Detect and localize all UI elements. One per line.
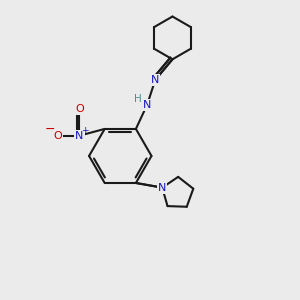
Text: N: N — [151, 75, 160, 85]
Text: N: N — [158, 183, 166, 193]
Text: −: − — [45, 123, 56, 136]
Text: H: H — [134, 94, 142, 104]
Text: +: + — [81, 126, 88, 135]
Text: N: N — [158, 183, 166, 193]
Text: O: O — [75, 104, 84, 114]
Text: N: N — [75, 131, 84, 141]
Text: O: O — [53, 131, 62, 141]
Text: N: N — [143, 100, 152, 110]
